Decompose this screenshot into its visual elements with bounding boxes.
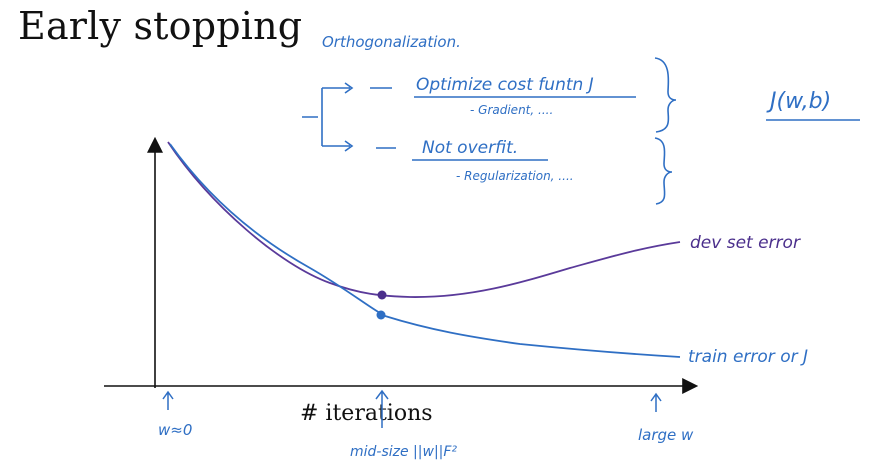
train-error-stop-point <box>376 310 386 320</box>
dev-set-error-label: dev set error <box>690 233 801 253</box>
arrow-large-w <box>650 392 662 412</box>
bracket-arrows <box>302 82 354 152</box>
cost-function-note: J(w,b) <box>766 89 831 114</box>
train-error-label: train error or J <box>688 347 808 367</box>
w-approx-zero-label: w≈0 <box>158 421 192 439</box>
gradient-note: - Gradient, .... <box>470 103 553 117</box>
arrow-w-zero <box>162 390 174 410</box>
large-w-label: large w <box>638 426 694 444</box>
dev-set-error-curve <box>167 141 681 298</box>
slide-title: Early stopping <box>18 4 303 48</box>
optimize-cost-note: Optimize cost funtn J <box>416 75 594 95</box>
not-overfit-note: Not overfit. <box>422 138 518 158</box>
arrow-mid-size <box>375 389 389 428</box>
train-error-curve <box>169 143 681 358</box>
regularization-note: - Regularization, .... <box>456 169 574 183</box>
mid-size-w-label: mid-size ||w||F² <box>350 444 457 460</box>
orthogonalization-note: Orthogonalization. <box>322 33 461 51</box>
brace-not-overfit <box>654 137 673 205</box>
dev-error-min-point <box>377 290 387 300</box>
brace-optimize <box>654 57 677 133</box>
x-axis-label: # iterations <box>300 401 433 426</box>
